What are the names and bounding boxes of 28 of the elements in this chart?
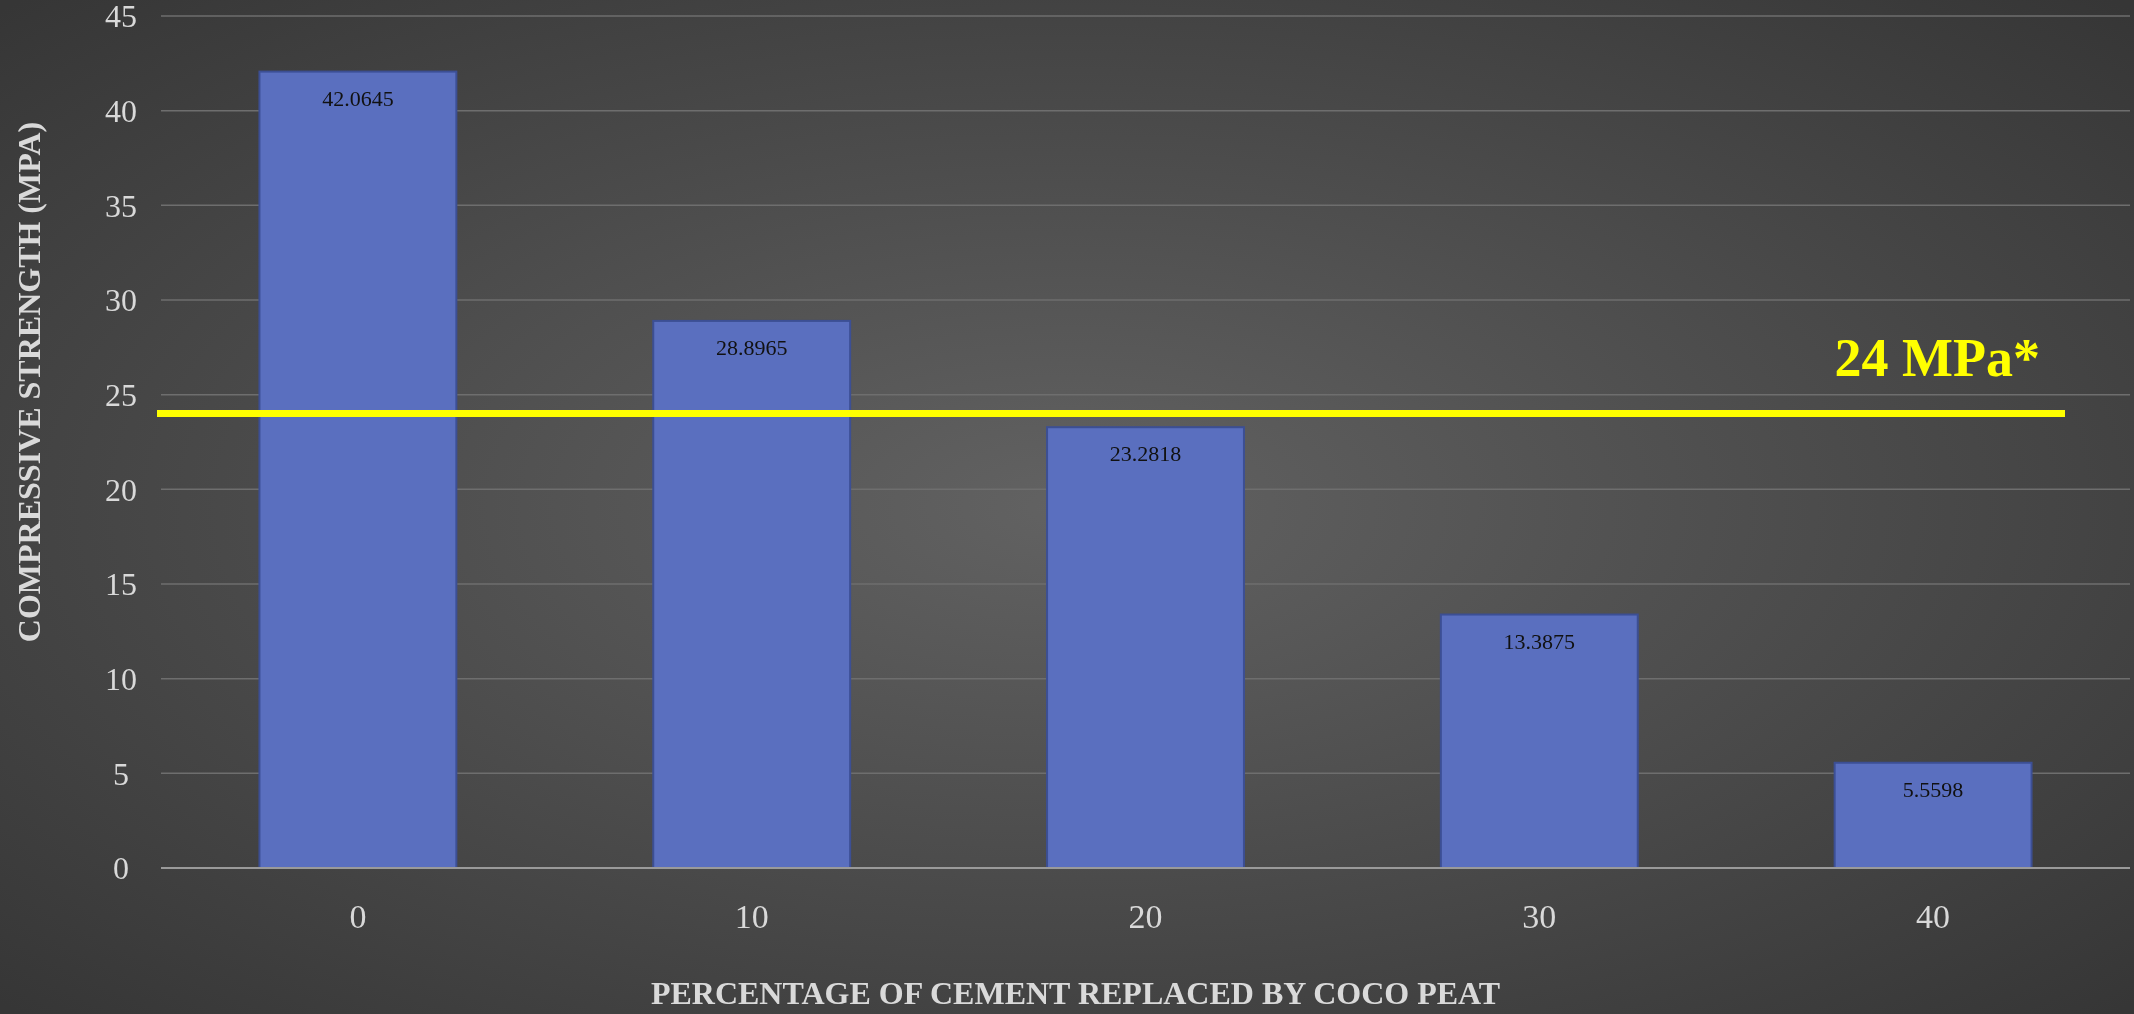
y-tick-label: 35	[105, 187, 137, 224]
bar	[652, 319, 852, 869]
data-label: 42.0645	[322, 85, 394, 111]
x-tick-label: 20	[1128, 898, 1163, 935]
bar	[1046, 426, 1245, 869]
bar	[258, 70, 458, 869]
x-tick-label: 40	[1916, 898, 1951, 935]
bar	[1439, 613, 1639, 869]
y-tick-label: 20	[105, 471, 137, 508]
y-tick-label: 0	[113, 850, 129, 887]
x-tick-label: 30	[1522, 898, 1557, 935]
x-axis-title: PERCENTAGE OF CEMENT REPLACED BY COCO PEAT	[650, 975, 1501, 1011]
y-tick-label: 5	[113, 755, 129, 792]
bar	[1833, 761, 2033, 869]
data-label: 13.3875	[1503, 628, 1576, 654]
y-tick-label: 10	[105, 660, 137, 697]
y-tick-label: 15	[105, 566, 137, 603]
x-tick-label: 0	[349, 898, 367, 935]
x-tick-label: 10	[734, 898, 769, 935]
data-label: 5.5598	[1902, 776, 1964, 802]
y-axis-title: COMPRESSIVE STRENGTH (MPA)	[11, 121, 47, 643]
ref-line-label: 24 MPa*	[1834, 327, 2040, 388]
y-tick-label: 30	[105, 282, 137, 319]
y-tick-label: 25	[105, 376, 137, 413]
y-tick-label: 45	[105, 0, 137, 35]
y-tick-label: 40	[105, 92, 137, 129]
data-label: 23.2818	[1109, 441, 1182, 467]
data-label: 28.8965	[715, 334, 788, 360]
